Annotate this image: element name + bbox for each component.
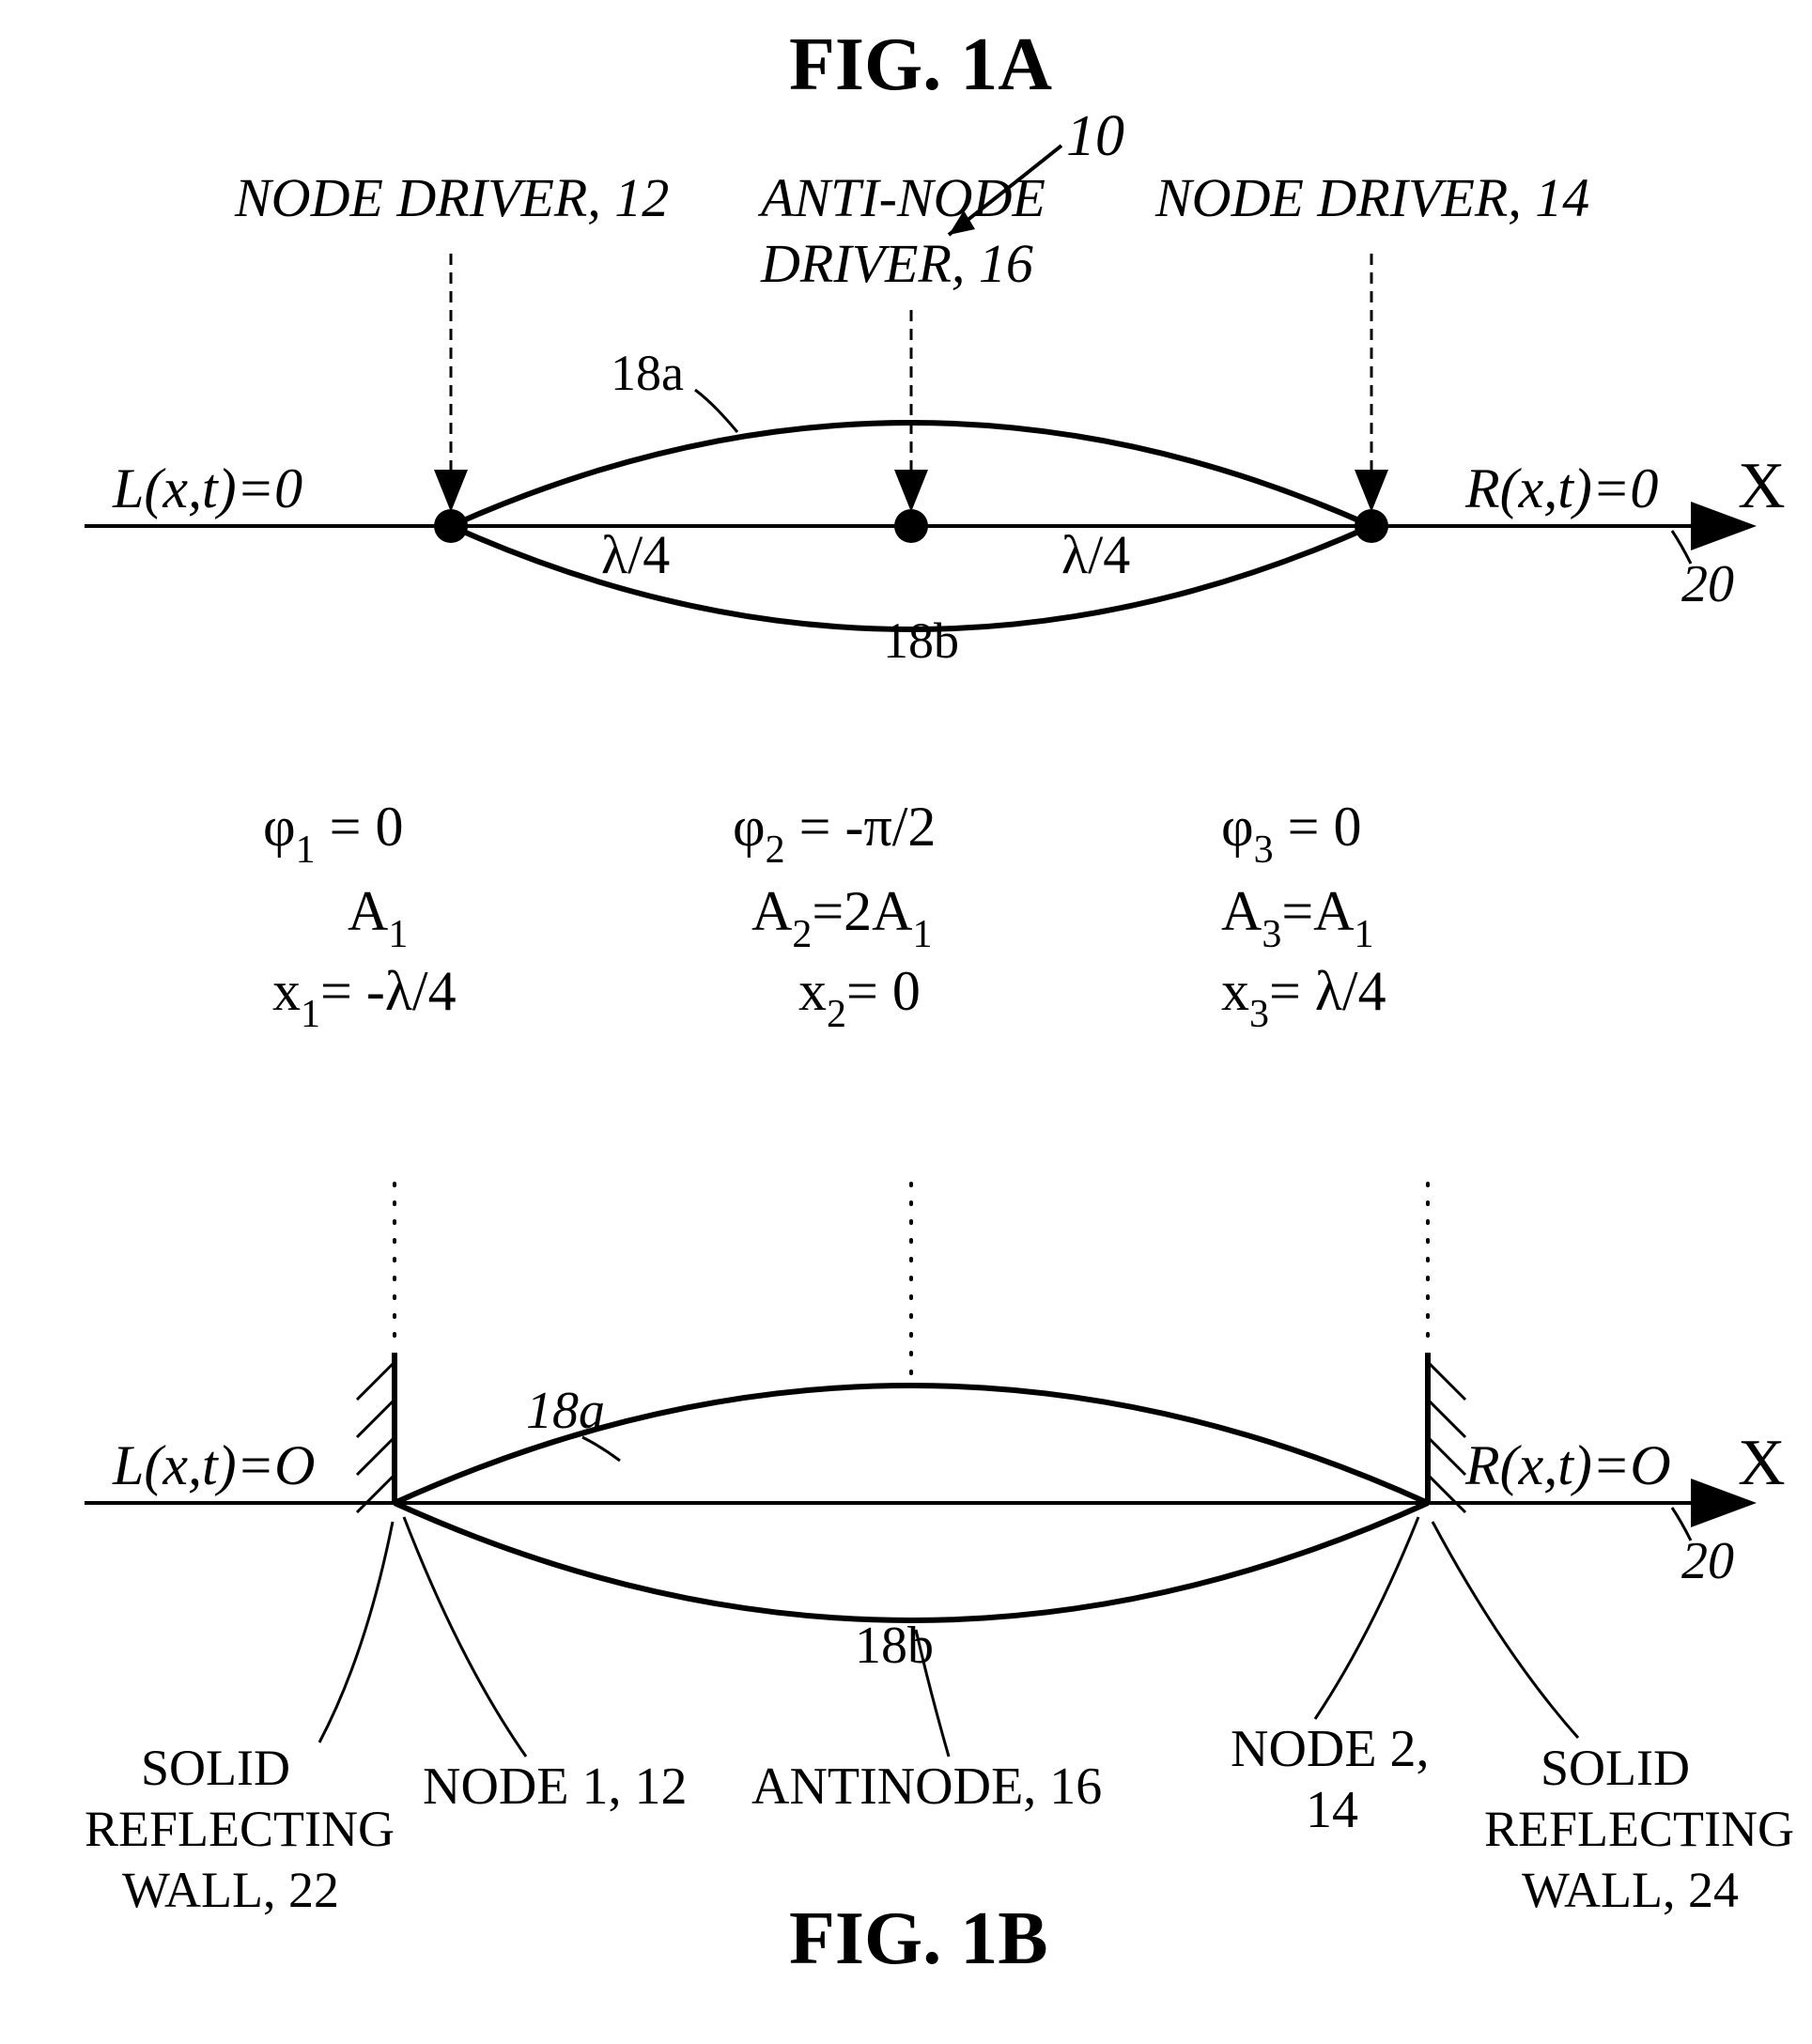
label-anti-node-a: ANTI-NODE (757, 167, 1045, 228)
col2: φ2 = -π/2 A2=2A1 x2= 0 (733, 796, 936, 1036)
fig1a-ref20: 20 (1681, 555, 1734, 613)
lead-18a (695, 390, 737, 432)
label-18b: 18b (883, 612, 959, 669)
node2-label: NODE 2, 14 (1231, 1720, 1430, 1839)
fig1a-L: L(x,t)=0 (112, 457, 302, 519)
dot-antinode (894, 509, 928, 543)
fig1b-R: R(x,t)=O (1464, 1434, 1671, 1496)
fig1b-L: L(x,t)=O (112, 1434, 315, 1496)
fig-1a-title: FIG. 1A (789, 23, 1052, 106)
fig1b-18a-lead (582, 1437, 620, 1461)
svg-text:A2=2A1: A2=2A1 (751, 880, 933, 956)
fig1b-ref20: 20 (1681, 1532, 1734, 1590)
svg-text:WALL, 22: WALL, 22 (122, 1862, 339, 1918)
svg-text:x3= λ/4: x3= λ/4 (1221, 960, 1386, 1036)
svg-text:A3=A1: A3=A1 (1221, 880, 1374, 956)
svg-text:14: 14 (1306, 1781, 1358, 1839)
ref10-text: 10 (1066, 104, 1124, 168)
wall24-label: SOLID REFLECTING WALL, 24 (1484, 1740, 1794, 1918)
node1-label: NODE 1, 12 (423, 1758, 688, 1816)
wall22-lead (319, 1522, 393, 1742)
dot-node1 (434, 509, 468, 543)
label-lam4-right: λ/4 (1061, 524, 1130, 585)
fig1b-18b: 18b (855, 1617, 934, 1675)
wall22-label: SOLID REFLECTING WALL, 22 (85, 1740, 395, 1918)
svg-text:WALL, 24: WALL, 24 (1522, 1862, 1739, 1918)
fig1a-axis-X: X (1738, 450, 1786, 522)
svg-text:φ3 = 0: φ3 = 0 (1221, 796, 1361, 872)
fig-1b: X 20 L(x,t)=O R(x,t)=O 18a 18 (85, 1184, 1794, 1980)
label-node-driver-12: NODE DRIVER, 12 (234, 167, 669, 228)
svg-text:SOLID: SOLID (1541, 1740, 1690, 1796)
svg-text:SOLID: SOLID (141, 1740, 290, 1796)
wall24-lead (1433, 1522, 1578, 1738)
col1: φ1 = 0 A1 x1= -λ/4 (263, 796, 457, 1036)
label-anti-node-b: DRIVER, 16 (760, 233, 1033, 294)
label-18a: 18a (611, 345, 684, 401)
fig1a-R: R(x,t)=0 (1464, 457, 1658, 519)
fig1b-axis-X: X (1738, 1427, 1786, 1499)
svg-text:A1: A1 (348, 880, 408, 956)
fig-1a: FIG. 1A 10 NODE DRIVER, 12 ANTI-NODE DRI… (85, 23, 1786, 1036)
antinode-label: ANTINODE, 16 (751, 1758, 1102, 1816)
fig-1b-title: FIG. 1B (789, 1897, 1048, 1980)
dot-node2 (1355, 509, 1388, 543)
svg-text:x2= 0: x2= 0 (798, 960, 921, 1036)
fig1b-18a: 18a (526, 1382, 605, 1440)
fig1b-env-bot (395, 1503, 1428, 1620)
col3: φ3 = 0 A3=A1 x3= λ/4 (1221, 796, 1386, 1036)
svg-text:REFLECTING: REFLECTING (85, 1801, 395, 1857)
svg-text:x1= -λ/4: x1= -λ/4 (272, 960, 457, 1036)
figure-canvas: FIG. 1A 10 NODE DRIVER, 12 ANTI-NODE DRI… (0, 0, 1812, 2044)
label-lam4-left: λ/4 (601, 524, 670, 585)
wall-left-hatch (357, 1362, 395, 1512)
node1-lead (404, 1517, 526, 1757)
svg-text:NODE 2,: NODE 2, (1231, 1720, 1430, 1778)
svg-text:φ1 = 0: φ1 = 0 (263, 796, 403, 872)
svg-text:REFLECTING: REFLECTING (1484, 1801, 1794, 1857)
node2-lead (1315, 1517, 1418, 1719)
label-node-driver-14: NODE DRIVER, 14 (1154, 167, 1589, 228)
wall-right-hatch (1428, 1362, 1465, 1512)
svg-text:φ2 = -π/2: φ2 = -π/2 (733, 796, 936, 872)
